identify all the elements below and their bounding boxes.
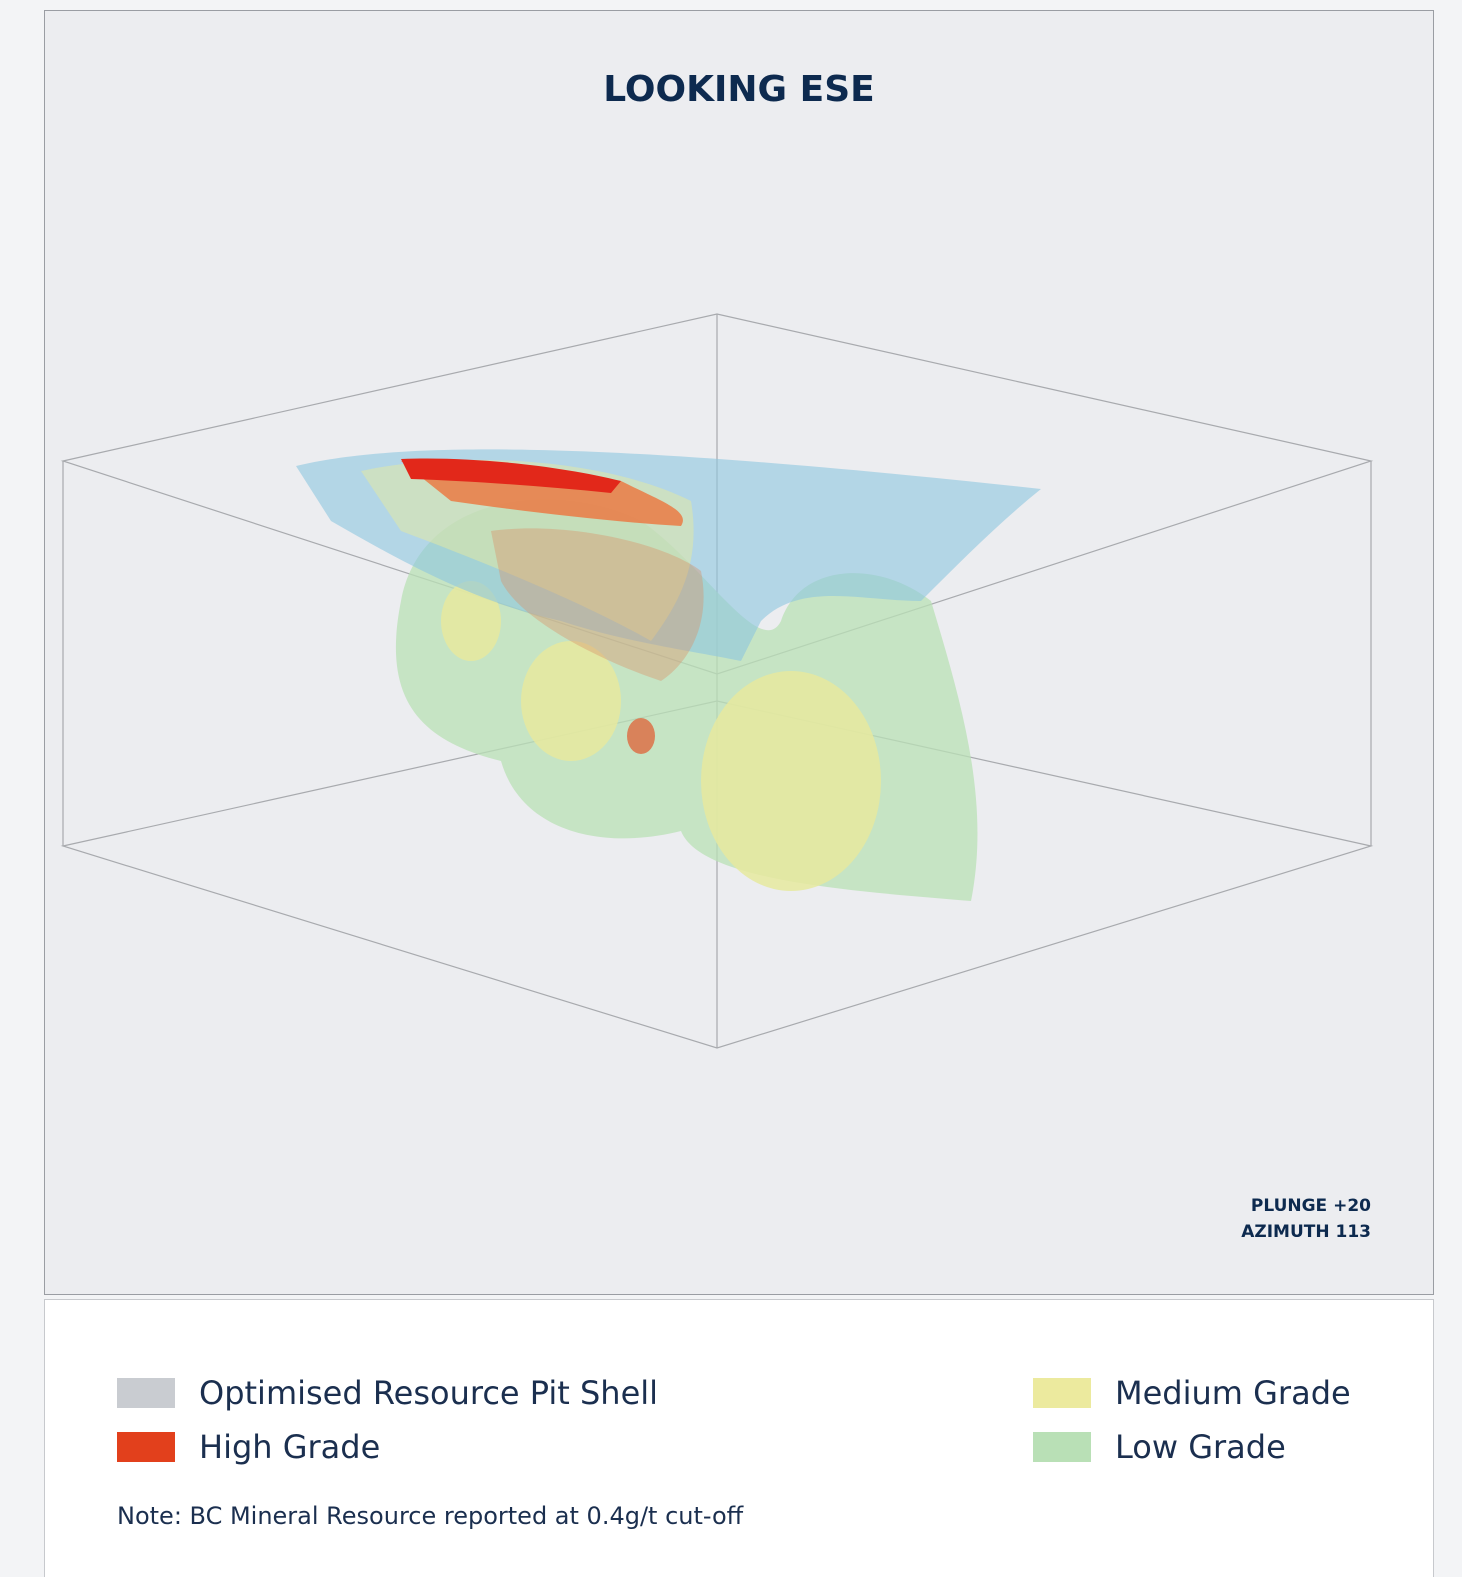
legend-label: Low Grade [1115, 1428, 1286, 1466]
legend-item: Optimised Resource Pit Shell [117, 1374, 658, 1412]
legend-swatch [1033, 1378, 1091, 1408]
model-view [60, 313, 1374, 1049]
view-panel: LOOKING ESE PLUNGE +20 AZIMUTH 113 [44, 10, 1434, 1295]
plunge: PLUNGE +20 [1250, 1196, 1371, 1216]
title: LOOKING ESE [603, 69, 875, 110]
azimuth: AZIMUTH 113 [1241, 1222, 1371, 1242]
legend-label: Optimised Resource Pit Shell [199, 1374, 659, 1412]
legend-swatch [1033, 1432, 1091, 1462]
legend-item: Low Grade [1033, 1428, 1286, 1466]
legend-swatch [117, 1378, 175, 1408]
legend-panel: Note: BC Mineral Resource reported at 0.… [44, 1299, 1434, 1577]
note: Note: BC Mineral Resource reported at 0.… [117, 1502, 744, 1530]
legend-label: Medium Grade [1115, 1374, 1351, 1412]
legend-item: High Grade [117, 1428, 380, 1466]
legend-swatch [117, 1432, 175, 1462]
orebody-model [296, 449, 1041, 901]
legend-item: Medium Grade [1033, 1374, 1351, 1412]
legend-label: High Grade [199, 1428, 381, 1466]
